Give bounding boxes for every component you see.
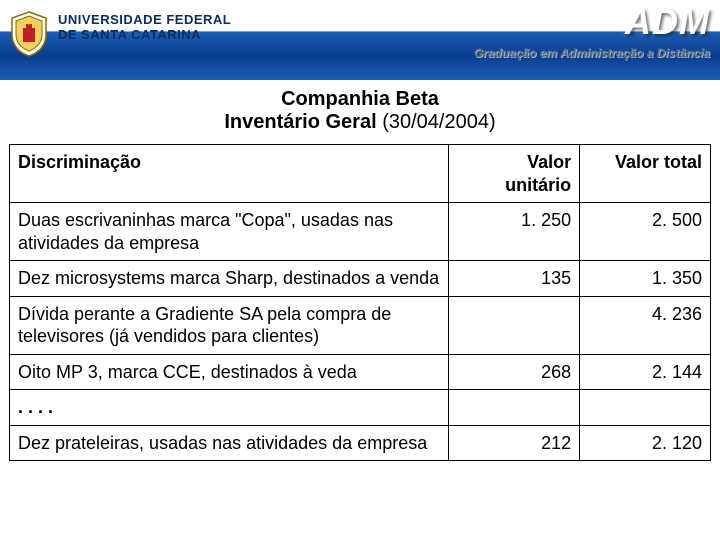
ufsc-crest-icon	[8, 10, 50, 58]
cell-discriminacao: Dez prateleiras, usadas nas atividades d…	[10, 425, 449, 461]
title-line2-bold: Inventário Geral	[224, 111, 376, 133]
table-row: . . . .	[10, 390, 711, 426]
cell-discriminacao: Dívida perante a Gradiente SA pela compr…	[10, 296, 449, 354]
title-line1: Companhia Beta	[0, 88, 720, 111]
cell-valor-total: 2. 500	[580, 203, 711, 261]
cell-valor-total: 1. 350	[580, 261, 711, 297]
table-row: Oito MP 3, marca CCE, destinados à veda2…	[10, 354, 711, 390]
table-row: Dívida perante a Gradiente SA pela compr…	[10, 296, 711, 354]
cell-valor-total	[580, 390, 711, 426]
slide-header: UNIVERSIDADE FEDERAL DE SANTA CATARINA A…	[0, 0, 720, 80]
cell-valor-unitario: 212	[449, 425, 580, 461]
adm-subtitle: Graduação em Administração a Distância	[474, 46, 710, 60]
col-header-discriminacao: Discriminação	[10, 145, 449, 203]
title-line2: Inventário Geral (30/04/2004)	[0, 111, 720, 134]
cell-valor-unitario	[449, 296, 580, 354]
page-title: Companhia Beta Inventário Geral (30/04/2…	[0, 88, 720, 134]
cell-valor-unitario: 135	[449, 261, 580, 297]
table-row: Dez microsystems marca Sharp, destinados…	[10, 261, 711, 297]
adm-title: ADM	[474, 4, 710, 40]
cell-valor-unitario: 1. 250	[449, 203, 580, 261]
title-line2-date: (30/04/2004)	[377, 111, 496, 133]
cell-discriminacao: Dez microsystems marca Sharp, destinados…	[10, 261, 449, 297]
inventory-table: Discriminação Valor unitário Valor total…	[9, 144, 711, 461]
cell-discriminacao: Duas escrivaninhas marca "Copa", usadas …	[10, 203, 449, 261]
col-header-valor-unitario: Valor unitário	[449, 145, 580, 203]
cell-valor-unitario: 268	[449, 354, 580, 390]
cell-valor-unitario	[449, 390, 580, 426]
col-header-valor-total: Valor total	[580, 145, 711, 203]
table-row: Duas escrivaninhas marca "Copa", usadas …	[10, 203, 711, 261]
uni-name-line2: DE SANTA CATARINA	[58, 27, 231, 42]
cell-valor-total: 4. 236	[580, 296, 711, 354]
table-row: Dez prateleiras, usadas nas atividades d…	[10, 425, 711, 461]
cell-discriminacao: Oito MP 3, marca CCE, destinados à veda	[10, 354, 449, 390]
cell-discriminacao: . . . .	[10, 390, 449, 426]
adm-logo-block: ADM Graduação em Administração a Distânc…	[474, 4, 710, 60]
uni-name-line1: UNIVERSIDADE FEDERAL	[58, 12, 231, 27]
cell-valor-total: 2. 144	[580, 354, 711, 390]
university-name: UNIVERSIDADE FEDERAL DE SANTA CATARINA	[58, 12, 231, 42]
cell-valor-total: 2. 120	[580, 425, 711, 461]
table-header-row: Discriminação Valor unitário Valor total	[10, 145, 711, 203]
